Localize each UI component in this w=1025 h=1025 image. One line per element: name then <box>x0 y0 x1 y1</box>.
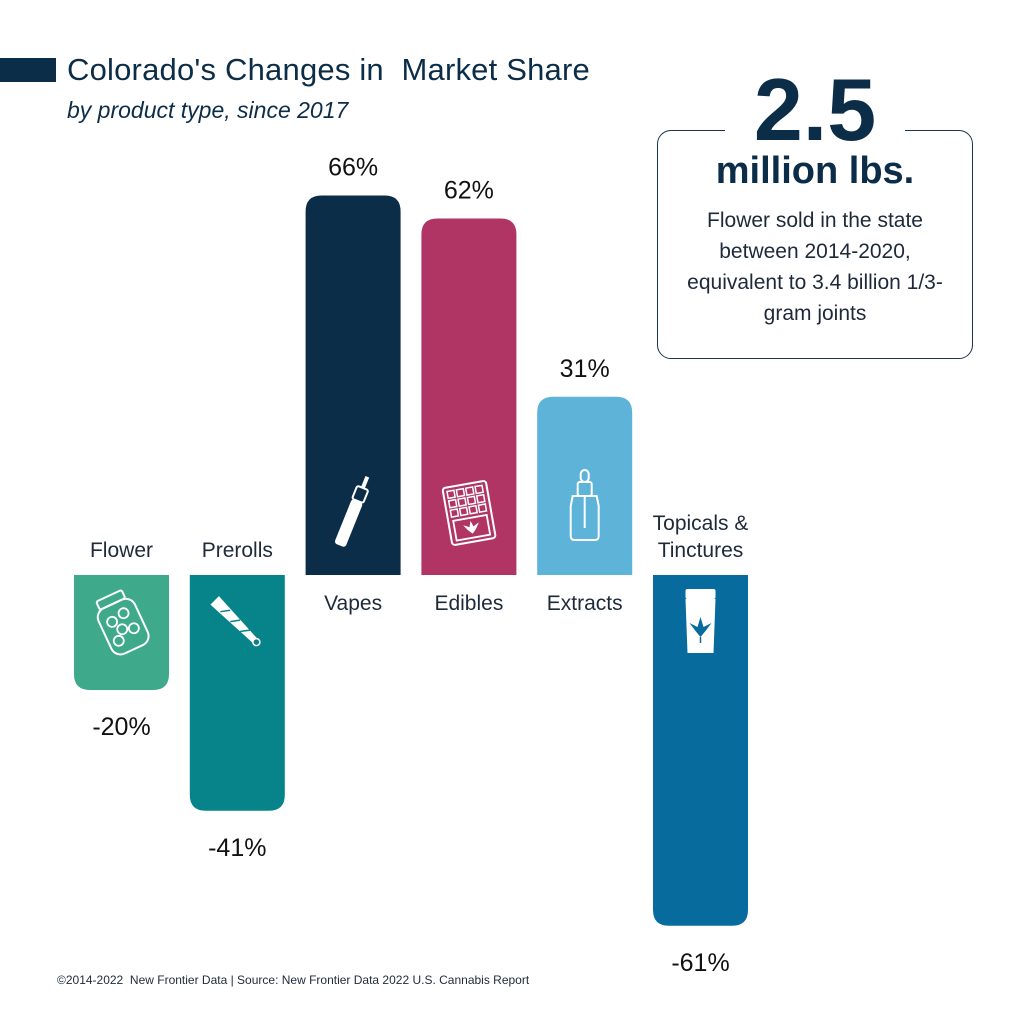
footer-credit: ©2014-2022 New Frontier Data | Source: N… <box>57 973 530 987</box>
value-label: 62% <box>444 177 494 205</box>
value-label: -20% <box>92 713 150 741</box>
chart-title: Colorado's Changes in Market Share <box>67 52 590 87</box>
callout-text: Flower sold in the state between 2014-20… <box>687 209 943 325</box>
bar-extracts <box>537 396 633 575</box>
callout-box <box>657 130 973 359</box>
bar-group-4: 62% Edibles <box>421 177 517 615</box>
dropper-bottle-icon <box>569 469 600 541</box>
bar-prerolls <box>189 575 285 811</box>
category-label: Edibles <box>434 592 503 615</box>
category-label: Vapes <box>324 592 382 615</box>
joint-icon <box>210 596 261 647</box>
category-label: Flower <box>90 539 153 562</box>
title-accent-bar <box>0 58 56 82</box>
bar-edibles <box>421 218 517 575</box>
category-label: Prerolls <box>202 539 273 562</box>
bar-topicals-tinctures <box>653 575 748 926</box>
value-label: 31% <box>560 355 610 383</box>
value-label: -41% <box>208 834 266 862</box>
bar-group-3: 66% Vapes <box>305 154 401 615</box>
chocolate-bar-icon <box>441 480 497 546</box>
callout-big-number: 2.5 <box>725 60 905 160</box>
bar-flower <box>74 575 169 690</box>
value-label: -61% <box>671 949 729 977</box>
bar-group-6: -61% Topicals & Tinctures <box>653 512 749 977</box>
tube-icon <box>685 589 716 653</box>
jar-icon <box>95 589 150 656</box>
bar-group-5: 31% Extracts <box>537 355 633 615</box>
vape-pen-icon <box>334 476 370 547</box>
value-label: 66% <box>328 154 378 182</box>
bar-vapes <box>305 195 401 575</box>
category-label: Extracts <box>547 592 623 615</box>
category-label: Topicals & Tinctures <box>653 512 749 562</box>
bar-group-1: -20% Flower <box>74 539 169 741</box>
callout-unit: million lbs. <box>715 150 915 192</box>
bar-group-2: -41% Prerolls <box>189 539 285 862</box>
chart-subtitle: by product type, since 2017 <box>67 97 349 123</box>
